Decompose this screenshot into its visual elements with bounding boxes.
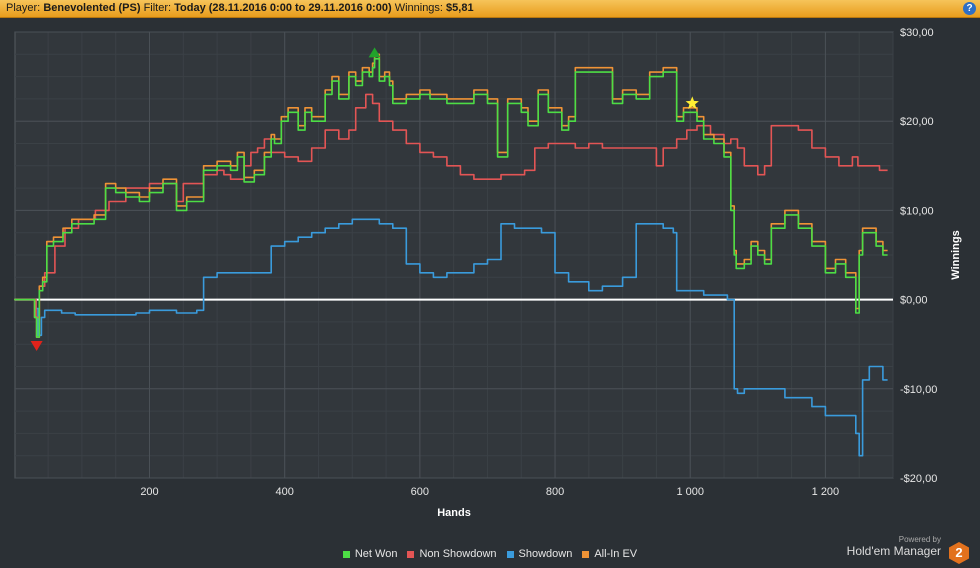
- markers: [30, 47, 699, 351]
- star-marker-icon: [685, 96, 699, 109]
- series-line-showdown: [14, 218, 888, 457]
- winnings-label: Winnings:: [394, 2, 443, 14]
- legend-label: Net Won: [354, 548, 398, 560]
- x-tick-label: 200: [140, 486, 158, 498]
- y-axis-label: Winnings: [950, 230, 962, 279]
- brand: Powered by Hold'em Manager 2: [846, 535, 969, 564]
- legend-item[interactable]: All-In EV: [582, 548, 637, 560]
- report-header: Player: Benevolented (PS) Filter: Today …: [0, 0, 980, 18]
- x-tick-label: 1 200: [812, 486, 840, 498]
- brand-name: Hold'em Manager: [846, 544, 941, 558]
- y-tick-label: $10,00: [900, 205, 934, 217]
- y-tick-label: $0,00: [900, 295, 928, 307]
- powered-by-text: Powered by: [898, 535, 941, 544]
- x-tick-labels: 200 400 600 800 1 000 1 200: [140, 486, 839, 498]
- x-axis-label: Hands: [437, 507, 471, 519]
- player-label: Player:: [6, 2, 41, 14]
- min-marker-icon: [30, 340, 43, 351]
- legend-swatch: [582, 550, 590, 558]
- series-lines: [14, 53, 888, 457]
- legend: Net Won Non Showdown Showdown All-In EV: [0, 548, 980, 560]
- y-tick-label: $20,00: [900, 116, 934, 128]
- x-tick-label: 800: [546, 486, 564, 498]
- legend-item[interactable]: Net Won: [342, 548, 398, 560]
- player-value: Benevolented (PS): [43, 2, 141, 14]
- winnings-chart: 200 400 600 800 1 000 1 200 $30,00 $20,00 $10,0…: [14, 27, 962, 519]
- y-tick-label: $30,00: [900, 27, 934, 39]
- filter-value: Today (28.11.2016 0:00 to 29.11.2016 0:0…: [174, 2, 392, 14]
- legend-label: All-In EV: [594, 548, 638, 560]
- legend-swatch: [342, 550, 350, 558]
- y-tick-label: -$20,00: [900, 473, 937, 485]
- y-tick-label: -$10,00: [900, 384, 937, 396]
- series-line-all-in-ev: [14, 53, 888, 338]
- filter-label: Filter:: [143, 2, 172, 14]
- x-tick-label: 1 000: [676, 486, 704, 498]
- hm2-logo-icon: 2: [949, 542, 969, 564]
- y-tick-labels: $30,00 $20,00 $10,00 $0,00 -$10,00 -$20,00: [900, 27, 937, 485]
- x-tick-label: 600: [411, 486, 429, 498]
- legend-label: Showdown: [518, 548, 573, 560]
- legend-swatch: [407, 550, 415, 558]
- legend-label: Non Showdown: [419, 548, 497, 560]
- help-icon[interactable]: ?: [963, 2, 976, 15]
- max-marker-icon: [368, 47, 381, 58]
- legend-item[interactable]: Showdown: [506, 548, 573, 560]
- legend-swatch: [506, 550, 514, 558]
- legend-item[interactable]: Non Showdown: [407, 548, 497, 560]
- winnings-value: $5,81: [446, 2, 474, 14]
- series-line-net-won: [14, 58, 888, 338]
- x-tick-label: 400: [276, 486, 294, 498]
